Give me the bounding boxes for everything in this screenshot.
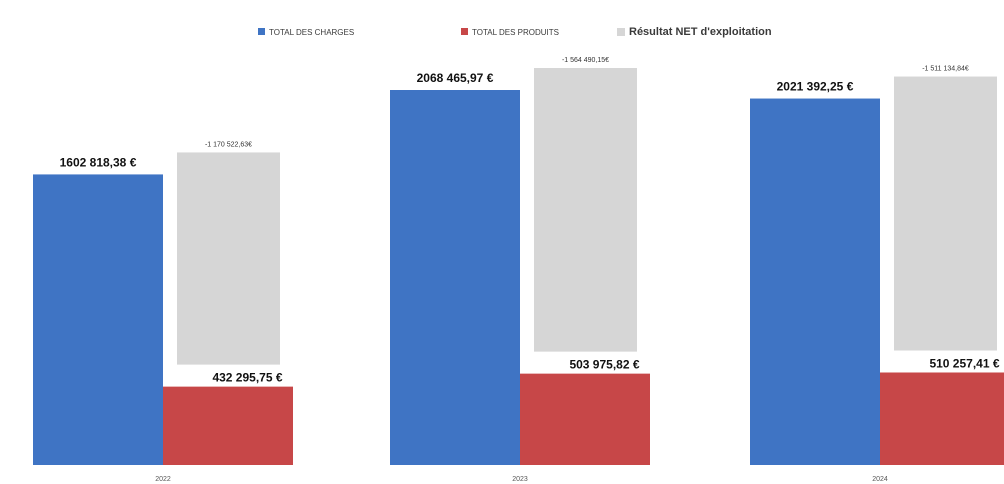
- label-resultat-2022: -1 170 522,63€: [205, 141, 252, 148]
- legend-charges-swatch: [258, 28, 265, 35]
- legend: TOTAL DES CHARGES TOTAL DES PRODUITS Résul…: [258, 26, 772, 38]
- label-resultat-2024: -1 511 134,84€: [922, 66, 969, 73]
- legend-produits-label: TOTAL DES PRODUITS: [472, 28, 559, 37]
- x-axis-ticks: 2022 2023 2024: [155, 476, 888, 483]
- bar-charges-2023: [390, 90, 520, 465]
- label-produits-2024: 510 257,41 €: [929, 356, 999, 370]
- bar-resultat-2023: [534, 68, 637, 352]
- label-charges-2024: 2021 392,25 €: [777, 80, 854, 94]
- label-produits-2022: 432 295,75 €: [212, 371, 282, 385]
- legend-resultat-label: Résultat NET d'exploitation: [629, 26, 772, 38]
- x-tick-2023: 2023: [512, 476, 528, 483]
- bar-resultat-2022: [177, 152, 280, 365]
- bar-charges-2024: [750, 98, 880, 465]
- legend-charges-label: TOTAL DES CHARGES: [269, 28, 354, 37]
- bar-produits-2022: [163, 386, 293, 465]
- label-produits-2023: 503 975,82 €: [569, 358, 639, 372]
- label-charges-2022: 1602 818,38 €: [60, 155, 137, 169]
- legend-resultat-swatch: [617, 28, 625, 36]
- bar-charges-2022: [33, 174, 163, 465]
- x-tick-2024: 2024: [872, 476, 888, 483]
- bar-produits-2023: [520, 373, 650, 465]
- bar-resultat-2024: [894, 76, 997, 351]
- bars: [33, 68, 1004, 465]
- x-tick-2022: 2022: [155, 476, 171, 483]
- label-charges-2023: 2068 465,97 €: [417, 71, 494, 85]
- legend-produits-swatch: [461, 28, 468, 35]
- bar-produits-2024: [880, 372, 1004, 465]
- data-labels: 1602 818,38 € 432 295,75 € -1 170 522,63€ 2…: [60, 57, 1000, 385]
- label-resultat-2023: -1 564 490,15€: [562, 57, 609, 64]
